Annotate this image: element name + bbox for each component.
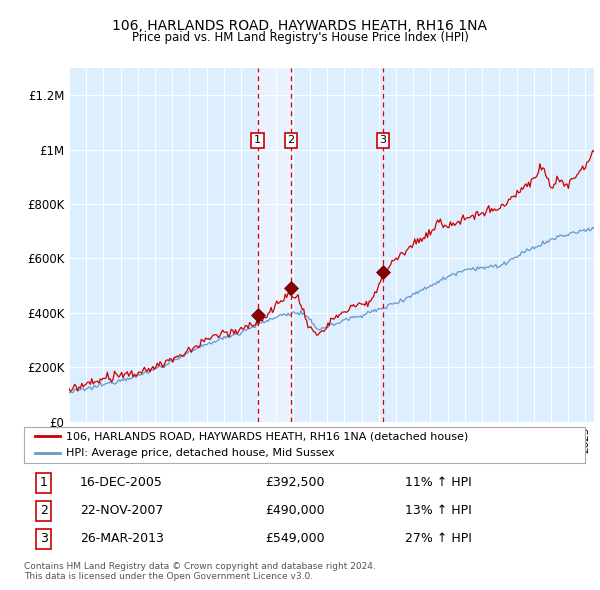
Text: 1: 1	[40, 477, 47, 490]
Text: 2: 2	[287, 136, 295, 145]
Text: 11% ↑ HPI: 11% ↑ HPI	[406, 477, 472, 490]
Text: £490,000: £490,000	[265, 504, 325, 517]
Text: £392,500: £392,500	[265, 477, 325, 490]
Text: 27% ↑ HPI: 27% ↑ HPI	[406, 532, 472, 545]
Text: Price paid vs. HM Land Registry's House Price Index (HPI): Price paid vs. HM Land Registry's House …	[131, 31, 469, 44]
Bar	[257, 68, 291, 422]
Text: 106, HARLANDS ROAD, HAYWARDS HEATH, RH16 1NA: 106, HARLANDS ROAD, HAYWARDS HEATH, RH16…	[113, 19, 487, 33]
Text: Contains HM Land Registry data © Crown copyright and database right 2024.
This d: Contains HM Land Registry data © Crown c…	[24, 562, 376, 581]
Text: £549,000: £549,000	[265, 532, 325, 545]
Text: 16-DEC-2005: 16-DEC-2005	[80, 477, 163, 490]
Text: 22-NOV-2007: 22-NOV-2007	[80, 504, 163, 517]
Text: 26-MAR-2013: 26-MAR-2013	[80, 532, 164, 545]
Text: 106, HARLANDS ROAD, HAYWARDS HEATH, RH16 1NA (detached house): 106, HARLANDS ROAD, HAYWARDS HEATH, RH16…	[66, 431, 469, 441]
Text: 2: 2	[40, 504, 47, 517]
Text: 3: 3	[40, 532, 47, 545]
Text: HPI: Average price, detached house, Mid Sussex: HPI: Average price, detached house, Mid …	[66, 448, 335, 458]
Text: 13% ↑ HPI: 13% ↑ HPI	[406, 504, 472, 517]
Text: 3: 3	[379, 136, 386, 145]
Text: 1: 1	[254, 136, 261, 145]
